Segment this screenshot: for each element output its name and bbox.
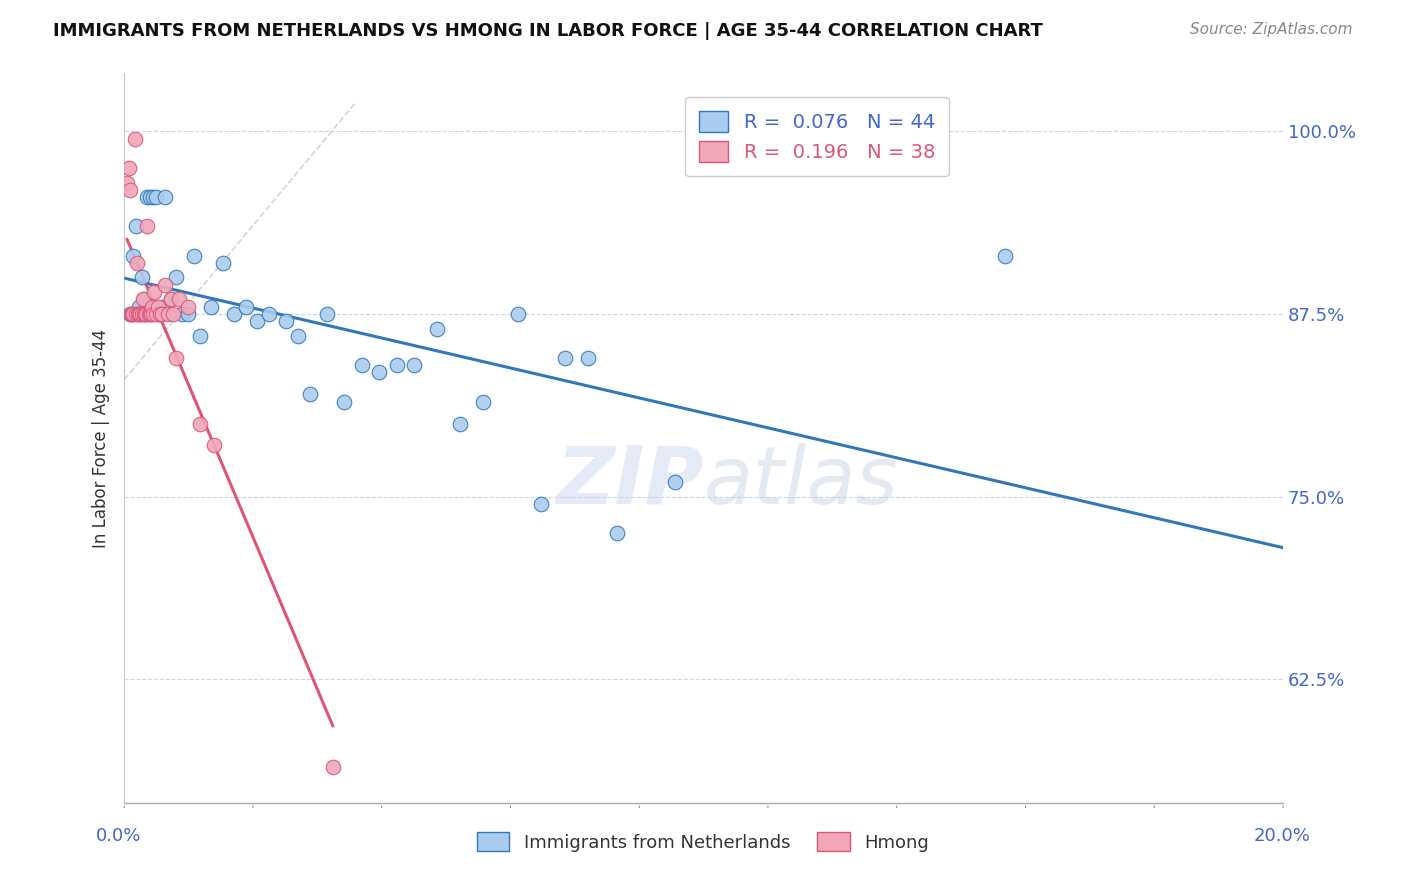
Point (177, 300, 200, 314)
Point (211, 256, 233, 270)
Point (125, 256, 148, 270)
Point (287, 329, 309, 343)
Text: 20.0%: 20.0% (1254, 827, 1310, 845)
Point (664, 475, 686, 489)
Point (142, 190, 165, 204)
Point (141, 300, 163, 314)
Point (200, 300, 222, 314)
Point (202, 438, 225, 452)
Point (333, 394, 356, 409)
Point (150, 300, 173, 314)
Point (118, 183, 141, 197)
Point (576, 351, 599, 365)
Point (235, 300, 257, 314)
Point (135, 307, 157, 321)
Point (167, 293, 190, 307)
Point (276, 314, 298, 328)
Point (508, 307, 530, 321)
Point (426, 321, 449, 335)
Point (385, 358, 408, 372)
Point (159, 293, 181, 307)
Point (122, 248, 145, 262)
Point (139, 307, 162, 321)
Text: atlas: atlas (703, 443, 898, 521)
Point (146, 300, 169, 314)
Point (145, 307, 167, 321)
Point (131, 270, 153, 285)
Point (120, 307, 142, 321)
Point (136, 190, 159, 204)
Point (115, 176, 138, 190)
Point (125, 219, 148, 234)
Point (145, 190, 167, 204)
Point (138, 307, 160, 321)
Point (153, 190, 176, 204)
Point (994, 248, 1017, 262)
Point (350, 358, 373, 372)
Point (156, 307, 179, 321)
Point (132, 307, 155, 321)
Point (132, 293, 155, 307)
Point (165, 270, 187, 285)
Text: IMMIGRANTS FROM NETHERLANDS VS HMONG IN LABOR FORCE | AGE 35-44 CORRELATION CHAR: IMMIGRANTS FROM NETHERLANDS VS HMONG IN … (53, 22, 1043, 40)
Point (153, 277, 176, 292)
Point (246, 314, 269, 328)
Point (131, 307, 153, 321)
Point (148, 307, 170, 321)
Point (121, 307, 143, 321)
Point (530, 497, 553, 511)
Point (128, 300, 150, 314)
Point (257, 307, 280, 321)
Point (172, 307, 194, 321)
Point (165, 351, 187, 365)
Point (449, 417, 471, 431)
Point (188, 329, 211, 343)
Point (143, 285, 166, 299)
Point (127, 307, 149, 321)
Point (322, 760, 344, 774)
Legend: R =  0.076   N = 44, R =  0.196   N = 38: R = 0.076 N = 44, R = 0.196 N = 38 (686, 97, 949, 176)
Point (316, 307, 339, 321)
Point (136, 219, 159, 234)
Point (139, 190, 162, 204)
Point (118, 307, 141, 321)
Point (122, 307, 145, 321)
Point (554, 351, 576, 365)
Point (138, 307, 160, 321)
Point (128, 307, 150, 321)
Text: Source: ZipAtlas.com: Source: ZipAtlas.com (1189, 22, 1353, 37)
Text: ZIP: ZIP (557, 443, 703, 521)
Point (159, 293, 181, 307)
Point (142, 307, 165, 321)
Text: 0.0%: 0.0% (96, 827, 141, 845)
Point (134, 293, 156, 307)
Point (134, 307, 156, 321)
Point (188, 417, 211, 431)
Y-axis label: In Labor Force | Age 35-44: In Labor Force | Age 35-44 (93, 328, 110, 548)
Point (368, 365, 391, 379)
Point (162, 307, 184, 321)
Point (118, 161, 141, 175)
Point (183, 248, 205, 262)
Point (152, 307, 174, 321)
Point (472, 394, 495, 409)
Legend: Immigrants from Netherlands, Hmong: Immigrants from Netherlands, Hmong (468, 823, 938, 861)
Point (224, 307, 246, 321)
Point (177, 307, 200, 321)
Point (124, 131, 146, 145)
Point (298, 387, 321, 401)
Point (129, 307, 152, 321)
Point (402, 358, 425, 372)
Point (606, 526, 628, 541)
Point (149, 307, 172, 321)
Point (125, 307, 148, 321)
